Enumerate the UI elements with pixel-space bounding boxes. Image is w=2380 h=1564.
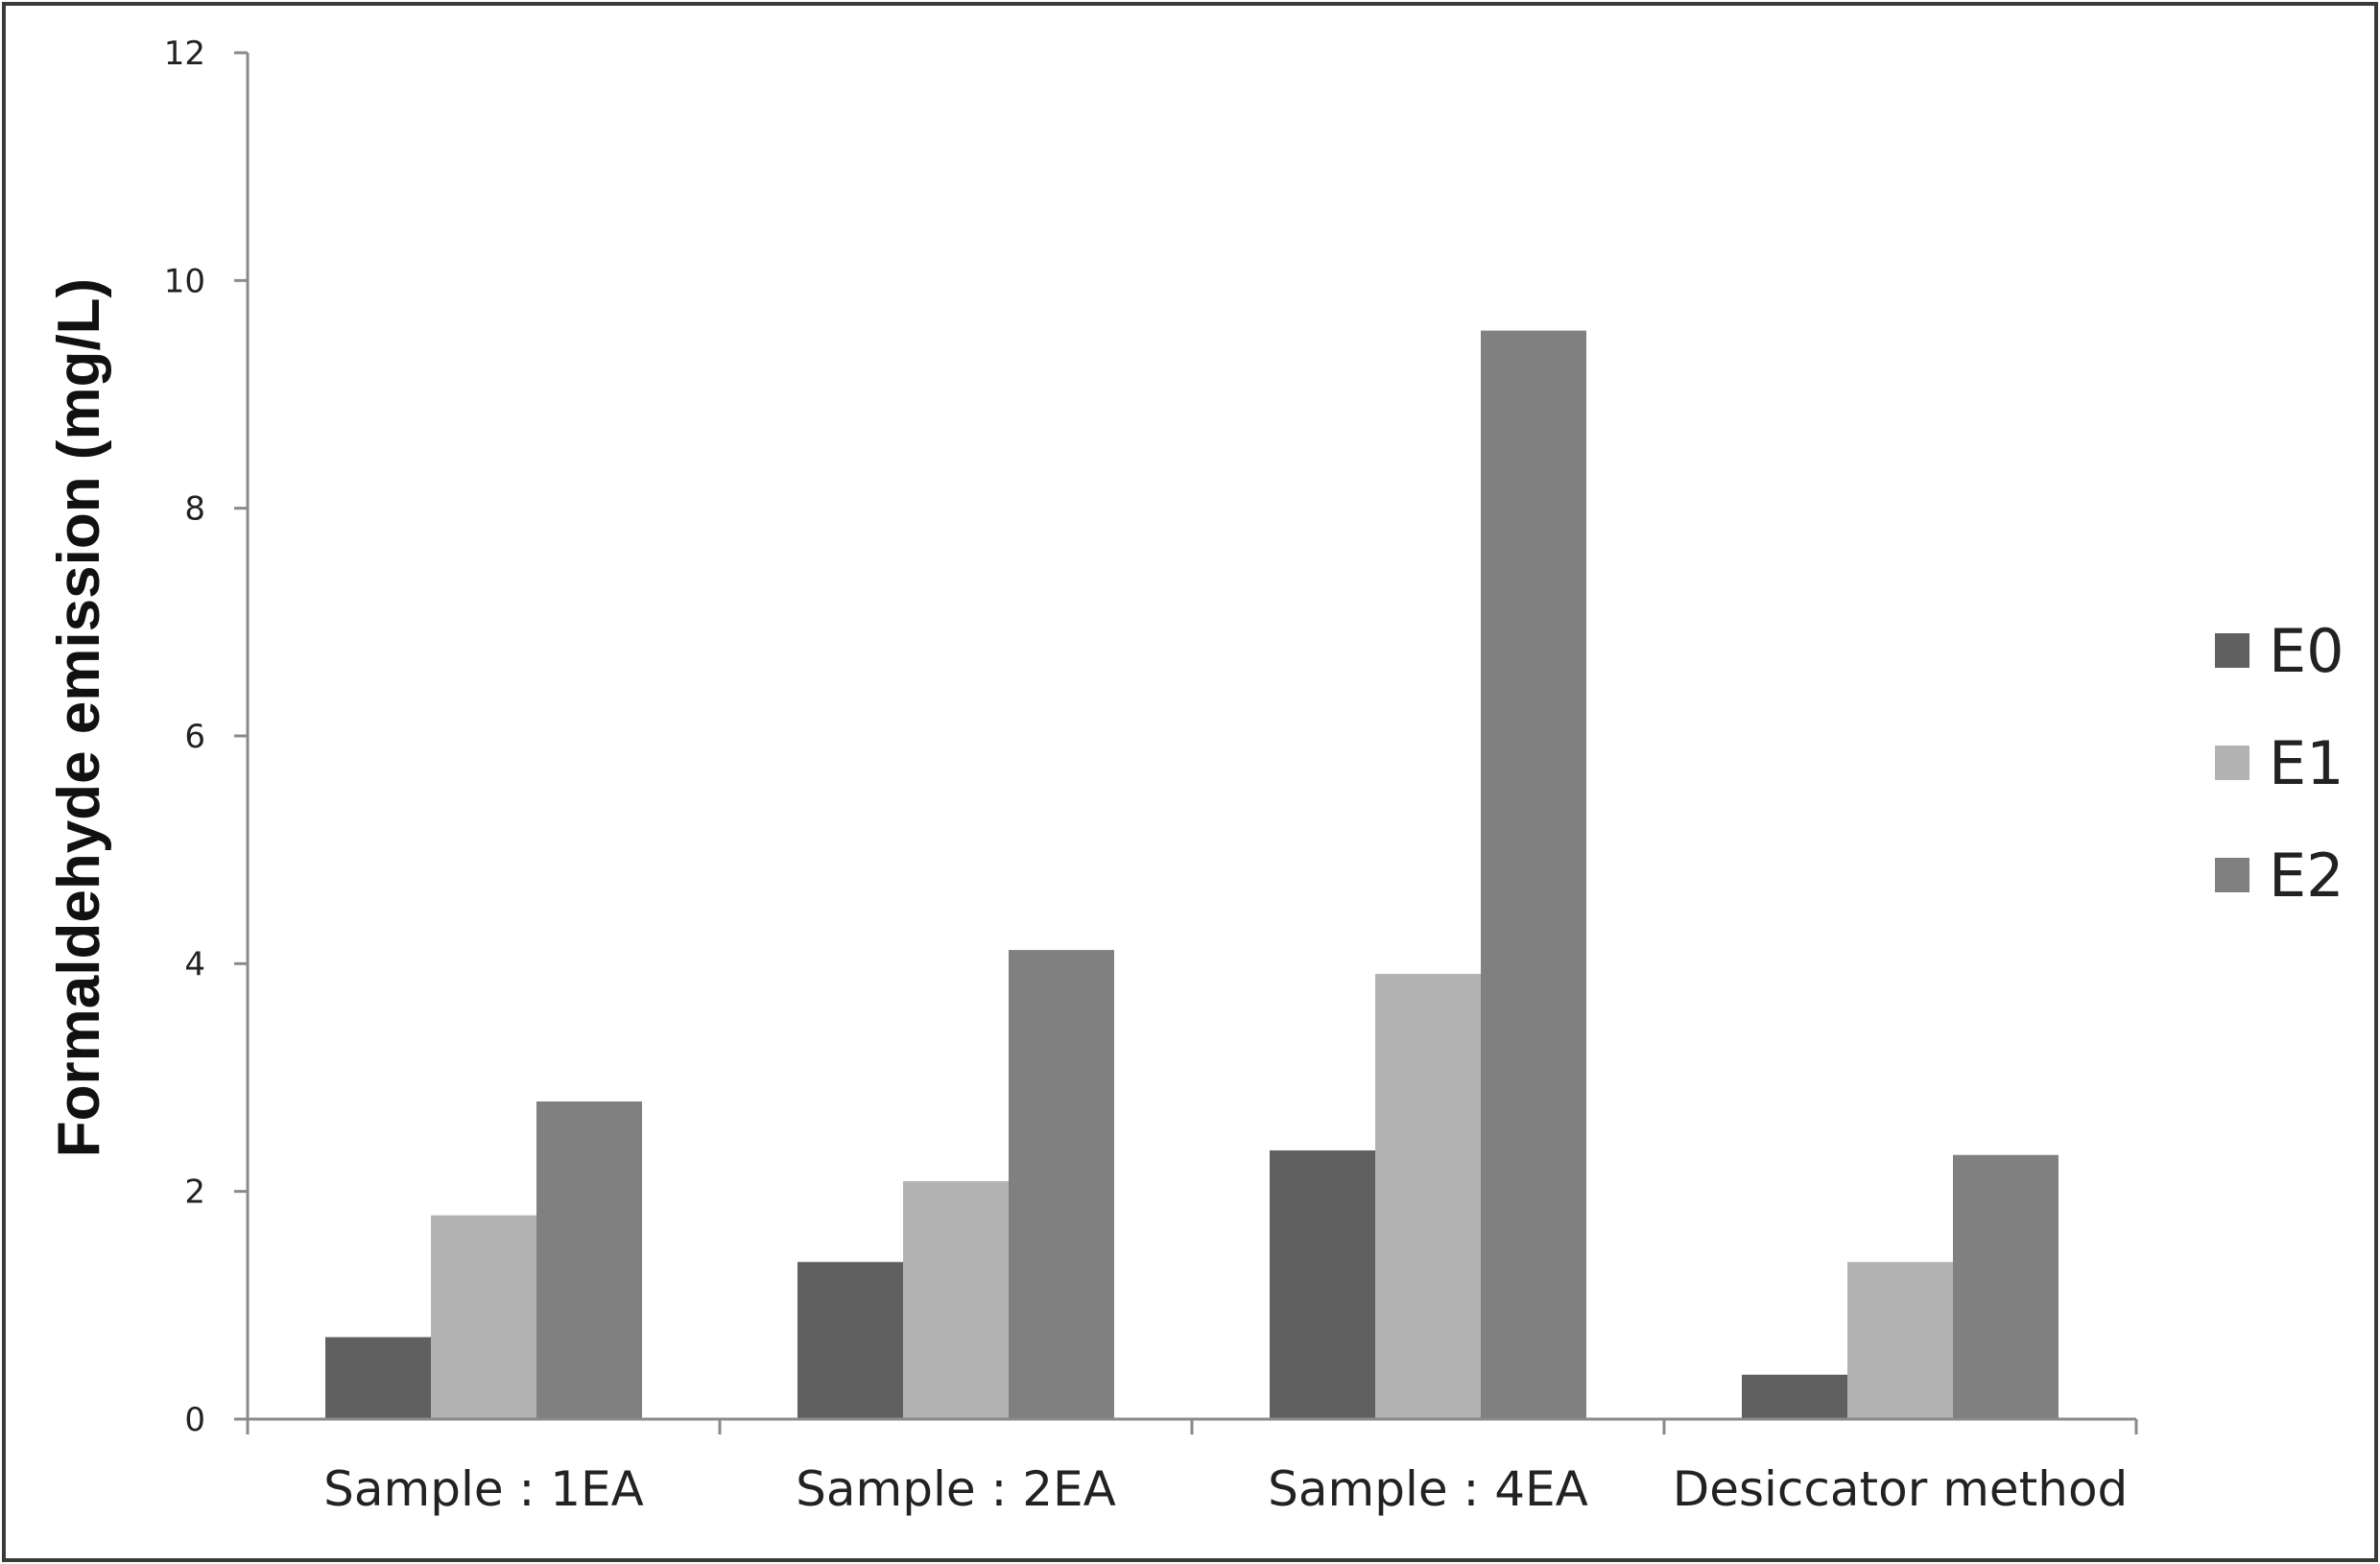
y-tick-label: 2 [184,1173,205,1212]
bar-e2-4 [1953,1154,2059,1419]
y-tick-label: 10 [164,262,205,300]
legend-label-e2: E2 [2269,841,2344,911]
y-axis-label: Formaldehyde emission (mg/L) [46,278,112,1157]
x-category-label: Sample : 4EA [1268,1461,1588,1517]
bar-e0-3 [1270,1149,1375,1419]
y-tick-label: 8 [184,490,205,529]
bar-e1-4 [1847,1262,1953,1419]
y-ticks-group: 0 2 4 6 8 10 12 [164,35,248,1439]
y-tick-label: 4 [184,945,205,983]
x-category-label: Sample : 2EA [796,1461,1116,1517]
y-tick-label: 0 [184,1401,205,1439]
bar-e0-1 [325,1337,431,1419]
bar-e1-3 [1375,974,1481,1419]
bar-e1-2 [903,1180,1009,1419]
bar-e0-2 [797,1262,903,1419]
x-categories-group: Sample : 1EA Sample : 2EA Sample : 4EA Desi… [323,1461,2128,1517]
legend: E0 E1 E2 [2215,616,2344,911]
x-category-label: Sample : 1EA [323,1461,644,1517]
bar-e0-4 [1742,1374,1847,1419]
bar-e1-1 [431,1215,536,1419]
legend-swatch-e1 [2215,746,2249,780]
bar-e2-1 [536,1101,642,1419]
bar-e2-3 [1481,330,1586,1420]
legend-swatch-e0 [2215,633,2249,668]
y-tick-label: 12 [164,35,205,73]
legend-swatch-e2 [2215,858,2249,892]
x-category-label: Desiccator method [1673,1461,2129,1517]
bar-e2-2 [1009,950,1114,1419]
legend-label-e1: E1 [2269,728,2344,798]
y-tick-label: 6 [184,718,205,756]
legend-label-e0: E0 [2269,616,2344,686]
bars-group [325,330,2059,1420]
